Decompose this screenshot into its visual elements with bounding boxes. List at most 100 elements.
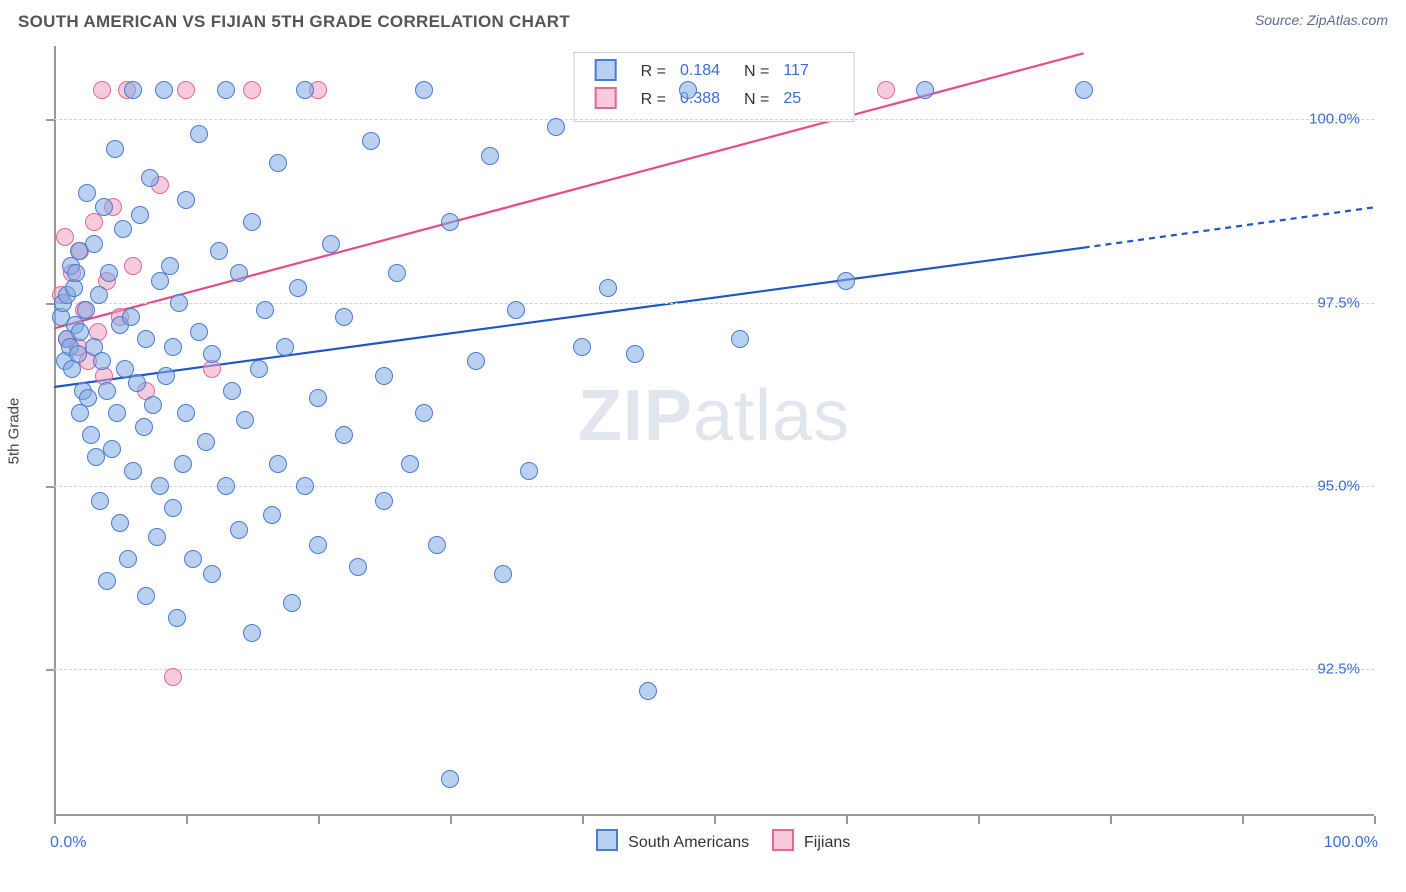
data-point [309, 389, 327, 407]
data-point [243, 213, 261, 231]
data-point [137, 330, 155, 348]
data-point [388, 264, 406, 282]
x-tick [186, 816, 188, 824]
data-point [177, 191, 195, 209]
data-point [296, 81, 314, 99]
x-tick [54, 816, 56, 824]
data-point [131, 206, 149, 224]
plot-border [54, 46, 1374, 816]
data-point [415, 81, 433, 99]
swatch-sa-icon [596, 829, 618, 851]
data-point [111, 514, 129, 532]
data-point [401, 455, 419, 473]
data-point [203, 565, 221, 583]
x-tick [582, 816, 584, 824]
data-point [135, 418, 153, 436]
data-point [56, 228, 74, 246]
data-point [124, 462, 142, 480]
data-point [124, 257, 142, 275]
data-point [184, 550, 202, 568]
data-point [467, 352, 485, 370]
data-point [507, 301, 525, 319]
y-tick-label: 97.5% [1317, 294, 1368, 311]
data-point [210, 242, 228, 260]
data-point [168, 609, 186, 627]
data-point [375, 492, 393, 510]
x-tick [450, 816, 452, 824]
data-point [77, 301, 95, 319]
data-point [141, 169, 159, 187]
data-point [114, 220, 132, 238]
data-point [335, 426, 353, 444]
data-point [269, 455, 287, 473]
data-point [223, 382, 241, 400]
data-point [93, 81, 111, 99]
data-point [91, 492, 109, 510]
data-point [256, 301, 274, 319]
swatch-fj-icon [595, 87, 617, 109]
x-axis-min-label: 0.0% [50, 834, 86, 852]
data-point [108, 404, 126, 422]
data-point [837, 272, 855, 290]
data-point [164, 338, 182, 356]
legend-label-sa: South Americans [628, 834, 749, 851]
x-tick [978, 816, 980, 824]
swatch-sa-icon [595, 59, 617, 81]
data-point [1075, 81, 1093, 99]
x-tick [1110, 816, 1112, 824]
x-tick [1374, 816, 1376, 824]
data-point [128, 374, 146, 392]
data-point [148, 528, 166, 546]
data-point [428, 536, 446, 554]
data-point [82, 426, 100, 444]
data-point [639, 682, 657, 700]
y-tick [46, 303, 54, 305]
x-tick [1242, 816, 1244, 824]
data-point [217, 81, 235, 99]
data-point [197, 433, 215, 451]
y-tick-label: 95.0% [1317, 478, 1368, 495]
data-point [177, 81, 195, 99]
data-point [151, 477, 169, 495]
gridline [54, 119, 1374, 120]
y-tick [46, 486, 54, 488]
data-point [85, 235, 103, 253]
data-point [164, 668, 182, 686]
legend-row-fj: R = 0.388 N = 25 [589, 87, 840, 113]
data-point [67, 264, 85, 282]
data-point [144, 396, 162, 414]
data-point [626, 345, 644, 363]
y-tick-label: 100.0% [1309, 111, 1368, 128]
data-point [296, 477, 314, 495]
data-point [190, 323, 208, 341]
x-tick [714, 816, 716, 824]
gridline [54, 669, 1374, 670]
data-point [98, 572, 116, 590]
data-point [217, 477, 235, 495]
data-point [103, 440, 121, 458]
data-point [90, 286, 108, 304]
data-point [276, 338, 294, 356]
data-point [230, 264, 248, 282]
data-point [263, 506, 281, 524]
data-point [547, 118, 565, 136]
data-point [157, 367, 175, 385]
data-point [161, 257, 179, 275]
data-point [243, 624, 261, 642]
data-point [441, 770, 459, 788]
data-point [78, 184, 96, 202]
data-point [916, 81, 934, 99]
y-axis-title: 5th Grade [6, 398, 23, 465]
page-title: SOUTH AMERICAN VS FIJIAN 5TH GRADE CORRE… [18, 12, 570, 31]
x-axis-max-label: 100.0% [1324, 834, 1378, 852]
data-point [177, 404, 195, 422]
data-point [877, 81, 895, 99]
data-point [95, 198, 113, 216]
gridline [54, 486, 1374, 487]
data-point [190, 125, 208, 143]
data-point [309, 536, 327, 554]
data-point [174, 455, 192, 473]
data-point [269, 154, 287, 172]
gridline [54, 303, 1374, 304]
data-point [599, 279, 617, 297]
